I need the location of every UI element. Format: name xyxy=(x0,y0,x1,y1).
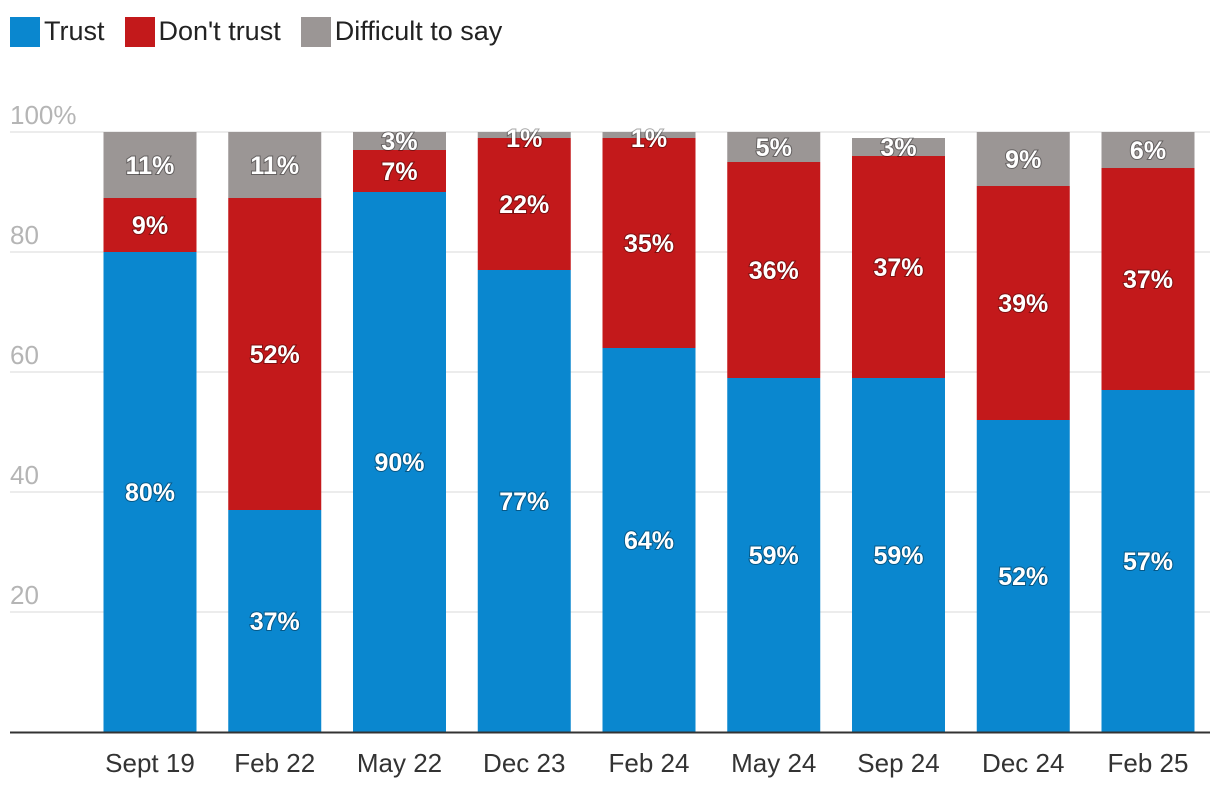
bar-trust xyxy=(353,192,446,732)
data-label: 9% xyxy=(1005,146,1041,174)
data-label: 77% xyxy=(499,488,549,516)
y-tick-label: 40 xyxy=(10,460,39,490)
data-label: 1% xyxy=(506,125,542,153)
bar-difficult-to-say xyxy=(976,132,1070,186)
data-label: 22% xyxy=(499,191,549,219)
data-label: 59% xyxy=(873,542,923,570)
bar-trust xyxy=(477,270,571,732)
bar-don-t-trust xyxy=(852,156,945,378)
bar-don-t-trust xyxy=(727,162,821,378)
bar-difficult-to-say xyxy=(852,138,945,156)
data-label: 37% xyxy=(250,608,300,636)
data-label: 37% xyxy=(1123,266,1173,294)
bar-don-t-trust xyxy=(976,186,1070,420)
bar-don-t-trust xyxy=(602,138,696,348)
bar-difficult-to-say xyxy=(228,132,322,198)
bar-difficult-to-say xyxy=(1101,132,1195,168)
bar-trust xyxy=(852,378,945,732)
data-label: 52% xyxy=(250,341,300,369)
bar-don-t-trust xyxy=(477,138,571,270)
data-label: 11% xyxy=(250,152,299,180)
bar-difficult-to-say xyxy=(727,132,821,162)
data-label: 3% xyxy=(880,134,916,162)
legend-item-difficult-to-say: Difficult to say xyxy=(300,16,503,47)
bar-don-t-trust xyxy=(353,150,446,192)
data-label: 52% xyxy=(998,563,1048,591)
data-label: 36% xyxy=(749,257,799,285)
bar-difficult-to-say xyxy=(353,132,446,150)
x-tick-label: Feb 25 xyxy=(1108,748,1189,778)
x-tick-label: Dec 24 xyxy=(982,748,1064,778)
legend-label-dont-trust: Don't trust xyxy=(158,16,281,46)
bar-don-t-trust xyxy=(103,198,197,252)
data-label: 1% xyxy=(631,125,667,153)
x-tick-label: Sep 24 xyxy=(857,748,939,778)
bar-difficult-to-say xyxy=(602,132,696,138)
bar-difficult-to-say xyxy=(477,132,571,138)
legend-label-trust: Trust xyxy=(44,16,105,46)
legend-item-trust: Trust xyxy=(10,16,105,47)
x-tick-label: May 24 xyxy=(731,748,816,778)
data-label: 5% xyxy=(756,134,792,162)
y-tick-label: 60 xyxy=(10,340,39,370)
data-label: 64% xyxy=(624,527,674,555)
legend-swatch-dont-trust xyxy=(124,16,155,47)
bar-trust xyxy=(228,510,322,732)
legend-item-dont-trust: Don't trust xyxy=(124,16,281,47)
x-tick-label: May 22 xyxy=(357,748,442,778)
legend: Trust Don't trust Difficult to say xyxy=(10,16,522,47)
data-label: 7% xyxy=(381,158,417,186)
data-label: 35% xyxy=(624,230,674,258)
data-label: 3% xyxy=(381,128,417,156)
bar-difficult-to-say xyxy=(103,132,197,198)
data-label: 90% xyxy=(374,449,424,477)
data-label: 11% xyxy=(126,152,175,180)
bar-trust xyxy=(976,420,1070,732)
bar-trust xyxy=(1101,390,1195,732)
y-tick-label: 80 xyxy=(10,220,39,250)
x-tick-label: Feb 24 xyxy=(609,748,690,778)
y-tick-label: 100% xyxy=(10,100,77,130)
data-label: 6% xyxy=(1130,137,1166,165)
bar-don-t-trust xyxy=(1101,168,1195,390)
data-label: 59% xyxy=(749,542,799,570)
data-label: 37% xyxy=(873,254,923,282)
data-label: 57% xyxy=(1123,548,1173,576)
data-label: 39% xyxy=(998,290,1048,318)
y-tick-label: 20 xyxy=(10,580,39,610)
data-label: 9% xyxy=(132,212,168,240)
bar-trust xyxy=(602,348,696,732)
legend-swatch-trust xyxy=(10,16,40,47)
x-tick-label: Sept 19 xyxy=(105,748,195,778)
bar-trust xyxy=(103,252,197,732)
bar-trust xyxy=(727,378,821,732)
legend-label-difficult-to-say: Difficult to say xyxy=(334,16,503,46)
data-label: 80% xyxy=(125,479,175,507)
x-tick-label: Dec 23 xyxy=(483,748,565,778)
x-tick-label: Feb 22 xyxy=(234,748,315,778)
bar-don-t-trust xyxy=(228,198,322,510)
legend-swatch-difficult-to-say xyxy=(300,16,331,47)
